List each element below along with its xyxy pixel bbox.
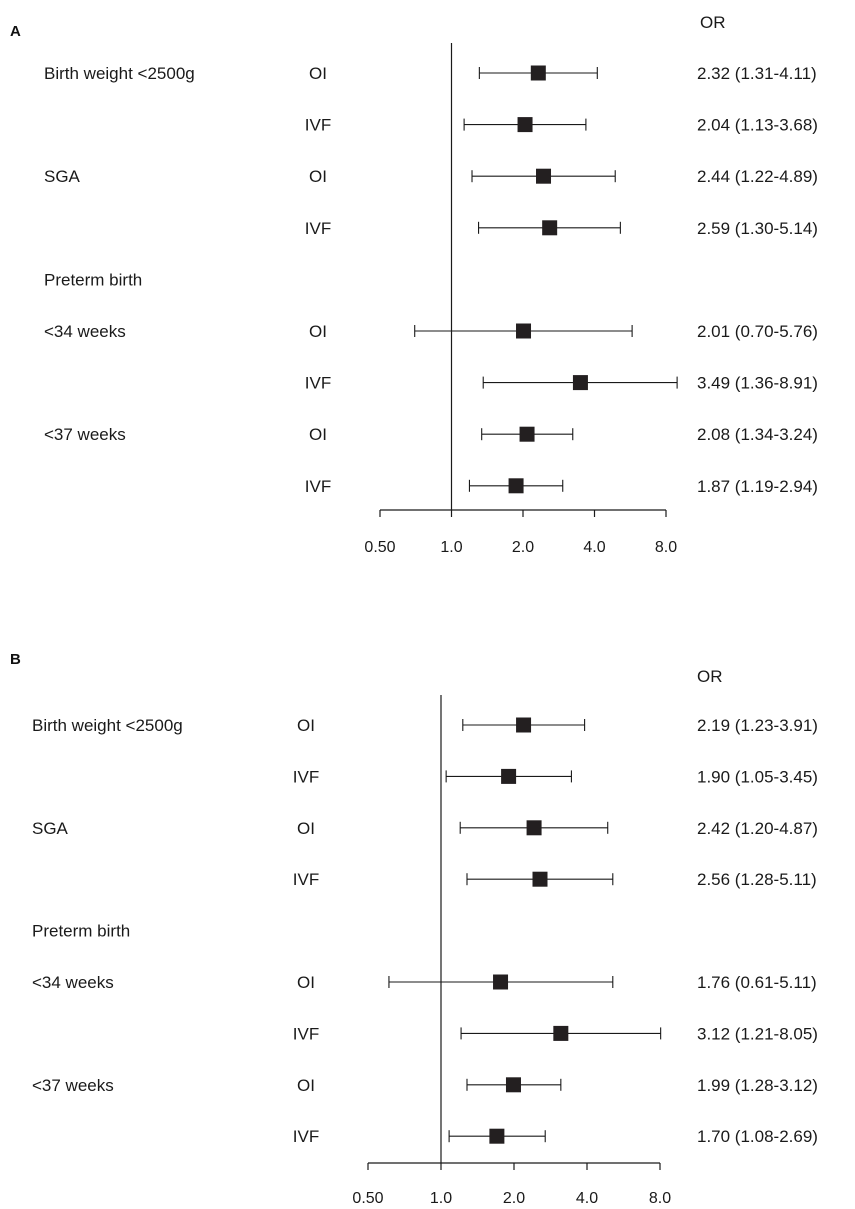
or-point-marker — [508, 478, 524, 494]
x-tick-label: 2.0 — [512, 539, 534, 556]
or-ci-value: 1.76 (0.61-5.11) — [697, 973, 817, 992]
outcome-label: Birth weight <2500g — [44, 64, 195, 83]
or-ci-value: 1.99 (1.28-3.12) — [697, 1076, 818, 1095]
or-point-marker — [530, 65, 546, 81]
x-tick-label: 0.50 — [364, 539, 395, 556]
or-ci-value: 2.19 (1.23-3.91) — [697, 716, 818, 735]
x-tick-label: 8.0 — [655, 539, 677, 556]
group-label: IVF — [305, 219, 331, 238]
or-ci-value: 2.44 (1.22-4.89) — [697, 167, 818, 186]
or-ci-value: 2.42 (1.20-4.87) — [697, 819, 818, 838]
group-label: IVF — [305, 374, 331, 393]
or-ci-value: 2.56 (1.28-5.11) — [697, 870, 817, 889]
group-label: OI — [309, 64, 327, 83]
or-point-marker — [517, 117, 533, 133]
or-ci-value: 2.01 (0.70-5.76) — [697, 322, 818, 341]
or-point-marker — [493, 974, 509, 990]
group-label: IVF — [293, 1127, 319, 1146]
or-point-marker — [516, 717, 532, 733]
or-column-header: OR — [697, 667, 723, 686]
panel-letter: A — [10, 23, 21, 40]
outcome-label: Birth weight <2500g — [32, 716, 183, 735]
outcome-label: <34 weeks — [32, 973, 114, 992]
x-tick-label: 1.0 — [440, 539, 462, 556]
group-label: IVF — [305, 116, 331, 135]
or-ci-value: 2.59 (1.30-5.14) — [697, 219, 818, 238]
or-point-marker — [526, 820, 542, 836]
outcome-label: SGA — [44, 167, 81, 186]
or-point-marker — [542, 220, 558, 236]
or-ci-value: 3.12 (1.21-8.05) — [697, 1024, 818, 1043]
or-ci-value: 1.87 (1.19-2.94) — [697, 477, 818, 496]
or-ci-value: 1.90 (1.05-3.45) — [697, 767, 818, 786]
x-tick-label: 1.0 — [430, 1190, 452, 1207]
or-ci-value: 2.08 (1.34-3.24) — [697, 425, 818, 444]
outcome-label: Preterm birth — [44, 270, 142, 289]
or-point-marker — [505, 1077, 521, 1093]
group-label: OI — [297, 716, 315, 735]
or-point-marker — [536, 168, 552, 184]
group-label: IVF — [293, 1024, 319, 1043]
group-label: OI — [309, 167, 327, 186]
or-column-header: OR — [700, 13, 726, 32]
group-label: OI — [309, 322, 327, 341]
or-ci-value: 2.04 (1.13-3.68) — [697, 116, 818, 135]
group-label: OI — [297, 973, 315, 992]
x-tick-label: 0.50 — [352, 1190, 383, 1207]
x-tick-label: 8.0 — [649, 1190, 671, 1207]
panel-letter: B — [10, 651, 21, 668]
group-label: OI — [297, 1076, 315, 1095]
or-ci-value: 2.32 (1.31-4.11) — [697, 64, 817, 83]
outcome-label: <37 weeks — [44, 425, 126, 444]
group-label: OI — [297, 819, 315, 838]
or-ci-value: 3.49 (1.36-8.91) — [697, 374, 818, 393]
or-point-marker — [532, 871, 548, 887]
outcome-label: SGA — [32, 819, 69, 838]
or-point-marker — [489, 1128, 505, 1144]
x-tick-label: 4.0 — [583, 539, 605, 556]
group-label: IVF — [293, 870, 319, 889]
or-point-marker — [519, 426, 535, 442]
group-label: IVF — [305, 477, 331, 496]
outcome-label: Preterm birth — [32, 922, 130, 941]
or-ci-value: 1.70 (1.08-2.69) — [697, 1127, 818, 1146]
group-label: IVF — [293, 767, 319, 786]
x-tick-label: 4.0 — [576, 1190, 598, 1207]
or-point-marker — [516, 323, 532, 339]
group-label: OI — [309, 425, 327, 444]
outcome-label: <34 weeks — [44, 322, 126, 341]
outcome-label: <37 weeks — [32, 1076, 114, 1095]
or-point-marker — [501, 768, 517, 784]
or-point-marker — [572, 375, 588, 391]
or-point-marker — [553, 1025, 569, 1041]
x-tick-label: 2.0 — [503, 1190, 525, 1207]
